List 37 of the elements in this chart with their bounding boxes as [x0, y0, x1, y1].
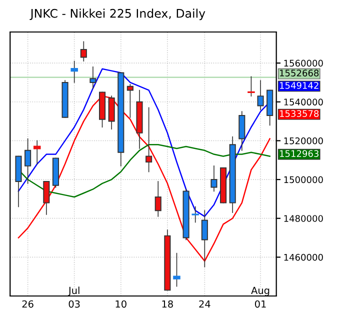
- candlestick: [257, 80, 264, 110]
- x-tick-label: 26: [22, 300, 34, 308]
- y-tick-label: 1540000: [284, 98, 323, 106]
- x-tick-label: 03: [68, 300, 80, 308]
- y-tick-label: 1480000: [284, 215, 323, 222]
- candlestick: [43, 180, 50, 215]
- candlestick: [90, 66, 96, 89]
- x-tick-label: 10: [116, 300, 126, 308]
- y-tick-label: 1560000: [284, 60, 323, 67]
- x-tick-label: 18: [162, 300, 173, 308]
- candlestick: [201, 210, 208, 268]
- y-tick-label: 1520000: [284, 137, 323, 144]
- candlestick: [192, 206, 199, 223]
- ref-line-label: 1552668: [280, 70, 319, 76]
- candlestick: [146, 107, 152, 172]
- annotation: Aug: [251, 286, 270, 296]
- candlestick: [248, 76, 255, 96]
- y-tick-label: 1460000: [284, 254, 323, 261]
- text: 1549142: [280, 82, 318, 89]
- chart-title: JNKC - Nikkei 225 Index, Daily: [30, 8, 206, 20]
- candlestick: [210, 166, 218, 192]
- text: 1533578: [280, 110, 319, 117]
- candlestick: [126, 84, 134, 118]
- text: 1512963: [280, 150, 318, 157]
- candlestick: [33, 140, 41, 164]
- line-series: [18, 95, 270, 262]
- annotation: Jul: [68, 286, 80, 296]
- candlestick: [80, 41, 87, 62]
- candlestick: [70, 60, 78, 83]
- candlestick: [24, 138, 32, 184]
- candlestick: [108, 96, 115, 130]
- candlestick: [154, 181, 162, 217]
- x-tick-label: 01: [254, 300, 266, 308]
- x-tick-label: 24: [199, 300, 210, 308]
- candlestick: [238, 111, 246, 151]
- y-tick-label: 1500000: [284, 176, 323, 184]
- candlestick: [173, 252, 180, 287]
